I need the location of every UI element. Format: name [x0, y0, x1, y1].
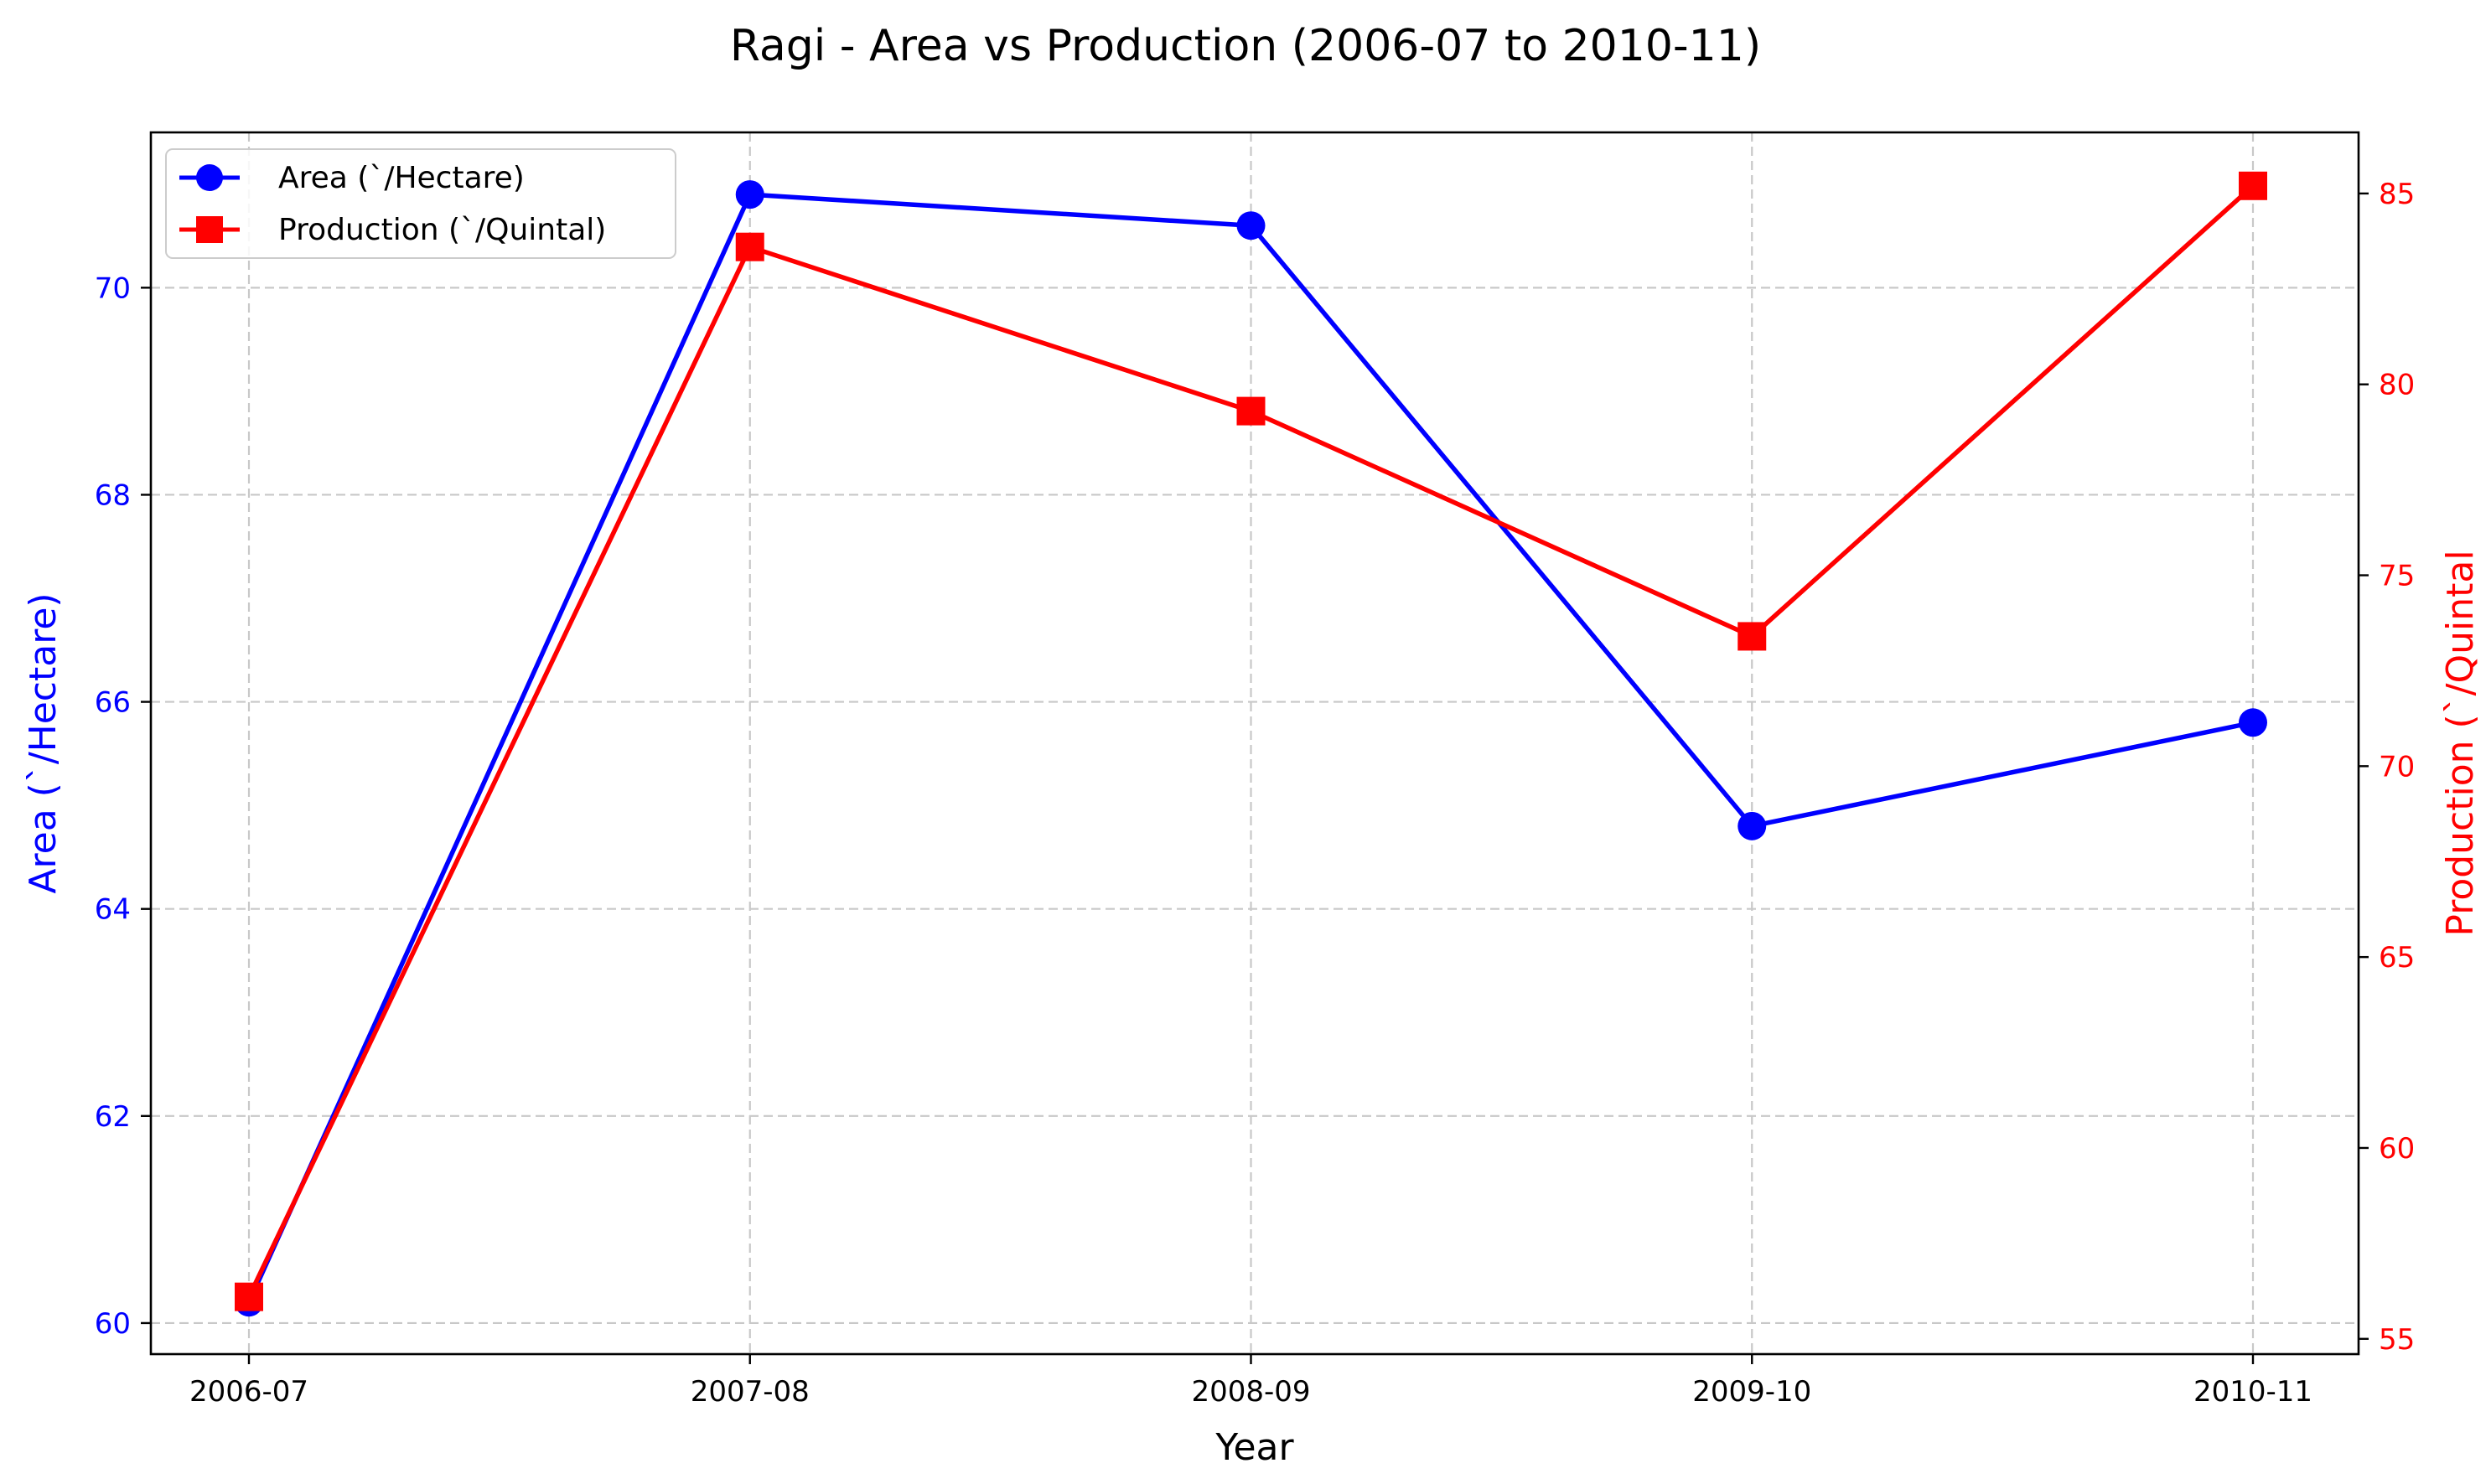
y-axis-right: 55 60 65 70 75 80 85: [2359, 178, 2415, 1357]
x-tick-label: 2009-10: [1692, 1375, 1811, 1409]
chart-title: Ragi - Area vs Production (2006-07 to 20…: [730, 21, 1761, 71]
x-axis-label: Year: [1214, 1426, 1294, 1469]
y-tick-label-right: 70: [2379, 750, 2415, 783]
x-tick-label: 2010-11: [2193, 1375, 2312, 1409]
y-tick-label-left: 66: [95, 686, 131, 720]
y-tick-label-left: 64: [95, 893, 131, 927]
grid-lines: [151, 132, 2359, 1354]
y-tick-label-left: 70: [95, 271, 131, 305]
data-point-production: [1737, 622, 1767, 651]
x-tick-label: 2007-08: [691, 1375, 810, 1409]
y-axis-left-label: Area (`/Hectare): [22, 592, 65, 893]
series-layer: [235, 171, 2267, 1317]
y-tick-label-right: 65: [2379, 941, 2415, 975]
legend-marker-production: [196, 216, 223, 243]
y-tick-label-left: 68: [95, 478, 131, 512]
data-point-area: [2239, 708, 2267, 737]
x-axis: 2006-07 2007-08 2008-09 2009-10 2010-11: [189, 1354, 2312, 1409]
data-point-production: [235, 1282, 263, 1311]
legend-label-area: Area (`/Hectare): [278, 161, 525, 195]
plot-frame: [149, 131, 2360, 1356]
data-point-production: [735, 232, 764, 261]
x-tick-label: 2008-09: [1191, 1375, 1310, 1409]
data-point-production: [2239, 171, 2267, 200]
y-axis-right-label: Production (`/Quintal: [2439, 550, 2482, 936]
x-tick-label: 2006-07: [189, 1375, 308, 1409]
y-tick-label-left: 60: [95, 1307, 131, 1341]
y-tick-label-right: 55: [2379, 1323, 2415, 1357]
data-point-area: [735, 180, 764, 209]
legend: Area (`/Hectare) Production (`/Quintal): [165, 148, 676, 259]
y-tick-label-right: 80: [2379, 369, 2415, 402]
data-point-production: [1236, 396, 1266, 426]
y-tick-label-left: 62: [95, 1100, 131, 1134]
y-tick-label-right: 85: [2379, 178, 2415, 211]
y-tick-label-right: 60: [2379, 1132, 2415, 1166]
legend-marker-area: [196, 164, 223, 191]
data-point-area: [1737, 811, 1767, 840]
legend-box: [165, 148, 676, 259]
y-tick-label-right: 75: [2379, 560, 2415, 593]
legend-label-production: Production (`/Quintal): [278, 213, 606, 247]
y-axis-left: 60 62 64 66 68 70: [95, 271, 151, 1341]
data-point-area: [1236, 211, 1266, 240]
